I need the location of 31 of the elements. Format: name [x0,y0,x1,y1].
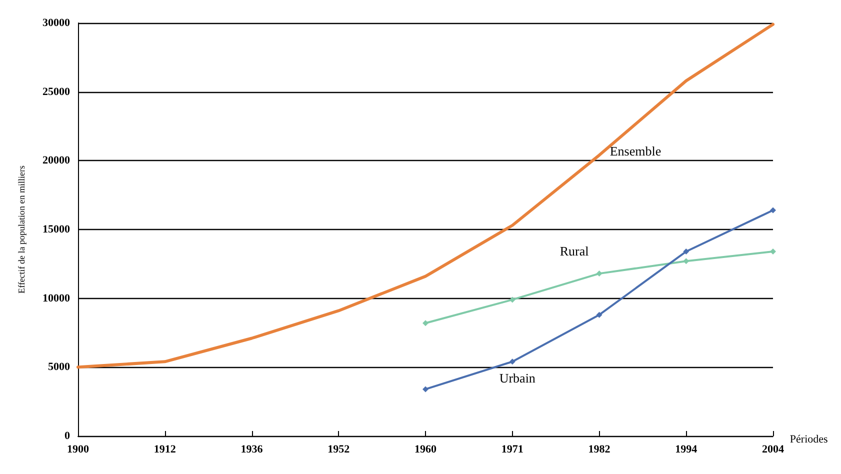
point [509,358,516,365]
x-tick-label: 1936 [240,444,264,456]
point [596,312,602,318]
y-tick-label: 5000 [48,361,70,374]
y-tick-label: 10000 [42,292,70,304]
x-tick-label: 1994 [675,444,698,456]
point [683,258,690,264]
y-tick-label: 30000 [42,17,70,29]
point [683,248,690,255]
y-axis-title: Effectif de la population en milliers [16,164,26,294]
y-tick-label: 20000 [42,154,70,167]
x-axis-title: Périodes [790,434,828,446]
series-label: Rural [560,244,590,259]
point [509,296,516,303]
x-tick-label: 1912 [154,444,176,456]
point [596,270,602,277]
point [422,320,428,326]
point [770,248,776,255]
series-label: Urbain [499,370,536,386]
point [422,386,428,392]
x-tick-label: 1982 [588,444,611,456]
x-tick-label: 1960 [414,444,437,456]
y-tick-label: 15000 [42,224,70,236]
x-tick-label: 2004 [762,444,784,456]
y-tick-label: 25000 [42,86,70,98]
x-tick-label: 1952 [328,444,350,456]
point [770,207,776,214]
series-label: Ensemble [610,143,662,158]
x-tick-label: 1900 [67,444,90,456]
x-tick-label: 1971 [501,444,524,456]
y-tick-label: 0 [64,430,70,442]
